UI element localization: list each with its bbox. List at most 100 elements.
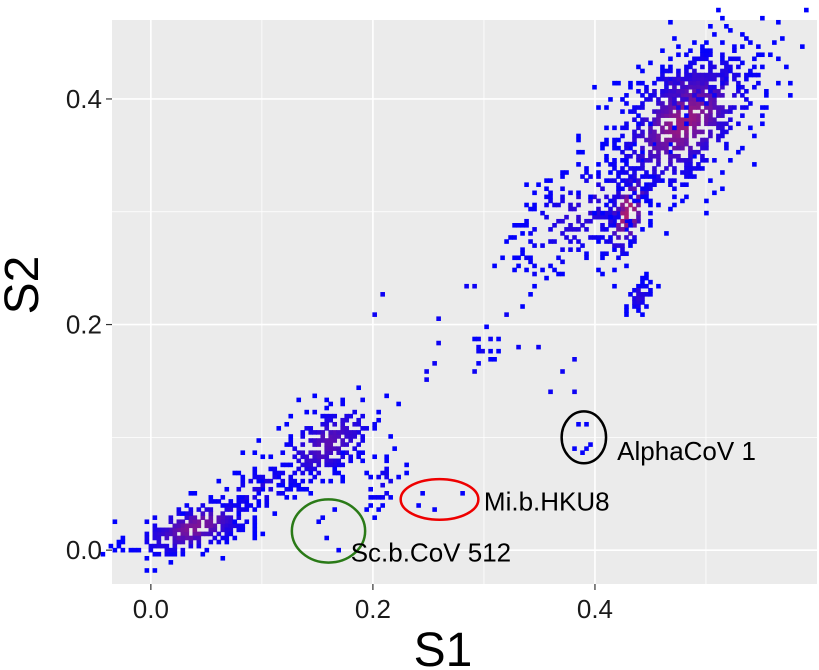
x-tick-label: 0.0 (133, 594, 169, 624)
density-cell (692, 166, 697, 171)
density-cell (720, 76, 725, 82)
density-cell (340, 417, 346, 423)
density-cell (700, 141, 705, 147)
density-cell (260, 478, 266, 484)
density-cell (308, 450, 314, 455)
density-cell (308, 426, 314, 431)
density-cell (544, 186, 549, 192)
density-cell (216, 499, 222, 504)
density-cell (624, 170, 629, 175)
density-cell (564, 214, 569, 220)
density-cell (636, 121, 641, 127)
density-cell (232, 523, 238, 529)
density-cell (688, 162, 693, 167)
density-cell (312, 458, 318, 464)
density-cell (368, 503, 373, 508)
density-cell (596, 239, 601, 244)
density-cell (656, 174, 661, 179)
density-cell (320, 421, 326, 427)
density-cell (340, 421, 346, 427)
density-cell (576, 149, 581, 155)
density-cell (760, 52, 765, 58)
density-cell (224, 503, 230, 508)
density-cell (568, 227, 573, 232)
density-cell (224, 515, 230, 520)
density-cell (312, 466, 318, 472)
density-cell (740, 44, 745, 49)
density-cell (596, 235, 601, 240)
density-cell (632, 137, 637, 143)
density-cell (760, 64, 765, 70)
density-cell (804, 7, 809, 13)
density-cell (364, 426, 369, 431)
density-cell (640, 68, 645, 74)
density-cell (724, 121, 729, 127)
density-cell (312, 474, 318, 480)
density-cell (620, 251, 625, 257)
density-cell (256, 474, 262, 480)
density-cell (712, 88, 717, 94)
density-cell (376, 409, 381, 415)
density-cell (244, 495, 250, 500)
density-cell (736, 56, 741, 62)
density-cell (336, 450, 342, 455)
density-cell (272, 511, 278, 516)
density-cell (696, 117, 701, 123)
density-cell (676, 153, 681, 159)
density-cell (720, 109, 725, 114)
density-cell (388, 495, 393, 500)
density-cell (636, 166, 641, 171)
density-cell (612, 198, 617, 204)
density-cell (716, 133, 721, 139)
density-cell (572, 357, 577, 362)
density-cell (176, 539, 182, 545)
density-cell (676, 76, 681, 82)
density-cell (648, 292, 653, 297)
density-cell (560, 369, 565, 374)
density-cell (632, 170, 637, 175)
density-cell (696, 101, 701, 106)
density-cell (736, 64, 741, 70)
density-cell (656, 145, 661, 151)
density-cell (612, 125, 617, 131)
density-cell (684, 64, 689, 70)
density-cell (648, 129, 653, 135)
density-cell (216, 515, 222, 520)
density-cell (716, 88, 721, 94)
density-cell (640, 312, 645, 317)
x-tick-label: 0.2 (355, 594, 391, 624)
density-cell (592, 210, 597, 216)
density-cell (300, 434, 306, 439)
density-cell (584, 170, 589, 175)
density-cell (648, 182, 653, 187)
density-cell (688, 72, 693, 78)
density-cell (724, 60, 729, 66)
density-cell (652, 166, 657, 171)
density-cell (328, 417, 334, 423)
density-cell (712, 190, 717, 196)
density-cell (672, 84, 677, 90)
density-cell (696, 121, 701, 127)
density-cell (260, 474, 266, 480)
density-cell (620, 97, 625, 102)
density-cell (616, 186, 621, 192)
density-cell (192, 491, 198, 496)
density-cell (720, 72, 725, 78)
density-cell (624, 222, 629, 228)
density-cell (188, 515, 194, 520)
density-cell (704, 72, 709, 78)
density-cell (644, 186, 649, 192)
density-cell (688, 80, 693, 86)
density-cell (688, 158, 693, 163)
density-cell (680, 76, 685, 82)
density-cell (748, 125, 753, 131)
density-cell (696, 162, 701, 167)
density-cell (684, 182, 689, 187)
density-cell (684, 141, 689, 147)
density-cell (640, 186, 645, 192)
density-cell (344, 430, 350, 435)
density-cell (156, 551, 162, 557)
density-cell (332, 430, 338, 435)
density-cell (196, 507, 202, 512)
density-cell (676, 113, 681, 118)
